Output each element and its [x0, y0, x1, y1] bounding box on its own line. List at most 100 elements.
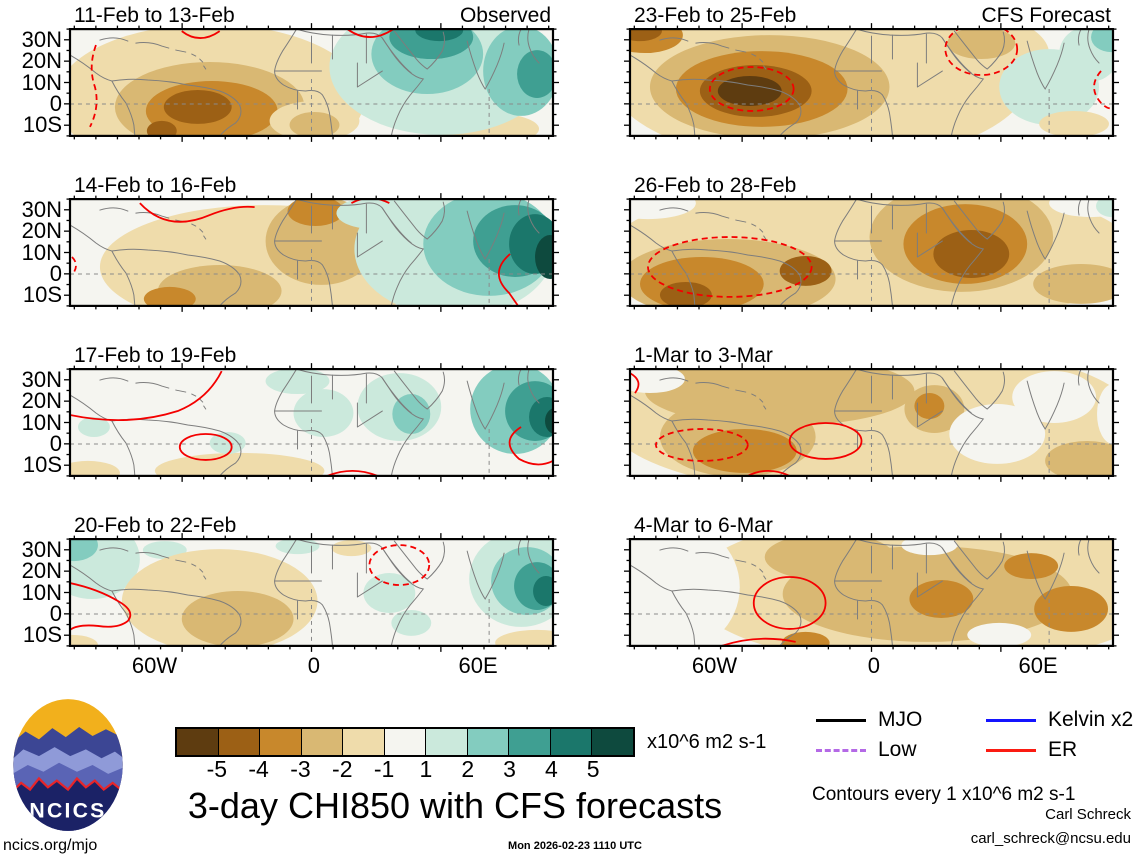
map-canvas	[64, 363, 559, 482]
panel-date-label: 14-Feb to 16-Feb	[74, 174, 237, 197]
colorbar-segment	[467, 729, 510, 755]
lon-tick-label: 0	[307, 653, 321, 678]
credit-name: Carl Schreck	[1045, 806, 1131, 823]
colorbar-tick-label: -1	[373, 756, 395, 782]
lat-tick-label: 10S	[22, 282, 62, 308]
lon-tick-label: 60W	[691, 653, 738, 678]
colorbar-tick-label: -3	[290, 756, 311, 782]
map-canvas	[624, 533, 1119, 652]
panel-source-label	[1111, 515, 1113, 539]
lat-tick-label: 0	[49, 430, 62, 456]
colorbar-tick-label: -2	[332, 756, 353, 782]
panel-date-label: 17-Feb to 19-Feb	[74, 344, 237, 367]
contour-interval-note: Contours every 1 x10^6 m2 s-1	[812, 784, 1076, 805]
map-panel-8: 4-Mar to 6-Mar	[624, 515, 1119, 652]
panel-header: 17-Feb to 19-Feb	[70, 345, 553, 369]
lat-tick-label: 10N	[21, 409, 62, 435]
site-url-text: ncics.org/mjo	[3, 837, 98, 854]
lat-tick-label: 0	[49, 90, 62, 116]
map-canvas	[624, 363, 1119, 482]
map-canvas	[624, 193, 1119, 312]
map-panel-3: 14-Feb to 16-Feb	[64, 175, 559, 312]
lat-tick-label: 30N	[21, 26, 62, 52]
colorbar-segment	[384, 729, 427, 755]
map-panel-5: 17-Feb to 19-Feb	[64, 345, 559, 482]
lat-tick-label: 10N	[21, 239, 62, 265]
lat-tick-label: 30N	[21, 196, 62, 222]
legend-line-swatch	[986, 718, 1036, 722]
map-canvas	[64, 23, 559, 142]
lat-tick-label: 10S	[22, 112, 62, 138]
legend-label: Kelvin x2	[1048, 708, 1134, 731]
colorbar-tick-label: 2	[461, 756, 475, 782]
colorbar-segment	[260, 729, 302, 755]
panel-header: 14-Feb to 16-Feb	[70, 175, 553, 199]
map-panel-1: 11-Feb to 13-Feb Observed	[64, 5, 559, 142]
colorbar-tick-label: -4	[248, 756, 269, 782]
lat-tick-label: 10S	[22, 452, 62, 478]
map-canvas	[624, 23, 1119, 142]
panel-header: 4-Mar to 6-Mar	[630, 515, 1113, 539]
legend-label: MJO	[878, 708, 923, 731]
figure-title: 3-day CHI850 with CFS forecasts	[187, 785, 723, 826]
timestamp-label: Mon 2026-02-23 1110 UTC	[508, 840, 642, 852]
legend-item-er: ER	[986, 738, 1077, 762]
colorbar-segment	[509, 729, 551, 755]
lat-tick-label: 0	[49, 600, 62, 626]
lat-tick-label: 30N	[21, 366, 62, 392]
panel-header: 1-Mar to 3-Mar	[630, 345, 1113, 369]
panel-date-label: 26-Feb to 28-Feb	[634, 174, 797, 197]
panel-date-label: 11-Feb to 13-Feb	[74, 4, 235, 27]
credit-email: carl_schreck@ncsu.edu	[970, 830, 1131, 847]
panel-date-label: 1-Mar to 3-Mar	[634, 344, 773, 367]
legend-line-swatch	[816, 748, 866, 752]
legend-item-low: Low	[816, 738, 917, 762]
panel-date-label: 20-Feb to 22-Feb	[74, 514, 237, 537]
panel-source-label	[551, 345, 553, 369]
colorbar-tick-label: -5	[206, 756, 228, 782]
colorbar-tick-label: 3	[503, 756, 516, 782]
lon-tick-label: 60W	[131, 653, 178, 678]
ncics-logo: NCICS	[13, 699, 123, 831]
panel-source-label	[551, 175, 553, 199]
panel-source-label	[551, 515, 553, 539]
colorbar-tick-label: 1	[419, 756, 433, 782]
colorbar-segment	[301, 729, 344, 755]
map-panel-2: 23-Feb to 25-Feb CFS Forecast	[624, 5, 1119, 142]
panel-header: 23-Feb to 25-Feb CFS Forecast	[630, 5, 1113, 29]
lon-tick-label: 0	[867, 653, 881, 678]
lat-tick-label: 10N	[21, 579, 62, 605]
panel-source-label: Observed	[459, 4, 551, 27]
colorbar-segment	[550, 729, 593, 755]
map-canvas	[64, 193, 559, 312]
panel-date-label: 23-Feb to 25-Feb	[634, 4, 797, 27]
lat-tick-label: 0	[49, 260, 62, 286]
colorbar	[175, 727, 635, 757]
map-canvas	[64, 533, 559, 652]
logo-ridge-base	[13, 778, 123, 831]
lat-tick-label: 30N	[21, 536, 62, 562]
legend-label: Low	[878, 738, 917, 761]
colorbar-units-label: x10^6 m2 s-1	[647, 731, 767, 753]
logo-text: NCICS	[29, 799, 106, 822]
lat-tick-label: 10N	[21, 69, 62, 95]
legend-label: ER	[1048, 738, 1078, 761]
lat-tick-label: 20N	[21, 218, 62, 244]
map-panel-6: 1-Mar to 3-Mar	[624, 345, 1119, 482]
map-panel-7: 20-Feb to 22-Feb	[64, 515, 559, 652]
lon-tick-label: 60E	[458, 653, 498, 678]
colorbar-segment	[177, 729, 219, 755]
panel-header: 11-Feb to 13-Feb Observed	[70, 5, 553, 29]
lon-tick-label: 60E	[1018, 653, 1058, 678]
colorbar-segment	[426, 729, 468, 755]
lat-tick-label: 20N	[21, 388, 62, 414]
map-panel-4: 26-Feb to 28-Feb	[624, 174, 1119, 312]
legend-line-swatch	[816, 718, 866, 722]
colorbar-segment	[343, 729, 385, 755]
colorbar-segment	[592, 729, 634, 755]
logo-red-ridgeline	[13, 776, 123, 793]
panel-source-label: CFS Forecast	[981, 4, 1111, 27]
legend-item-mjo: MJO	[816, 708, 922, 732]
panel-header: 20-Feb to 22-Feb	[70, 515, 553, 539]
